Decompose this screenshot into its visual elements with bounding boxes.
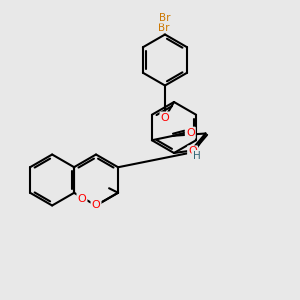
Text: O: O <box>186 128 195 138</box>
Text: Br: Br <box>158 23 169 33</box>
Text: O: O <box>92 200 100 211</box>
Text: Br: Br <box>159 13 171 23</box>
Text: O: O <box>160 112 169 123</box>
Text: O: O <box>78 194 86 203</box>
Text: O: O <box>188 146 197 157</box>
Text: H: H <box>193 151 200 161</box>
